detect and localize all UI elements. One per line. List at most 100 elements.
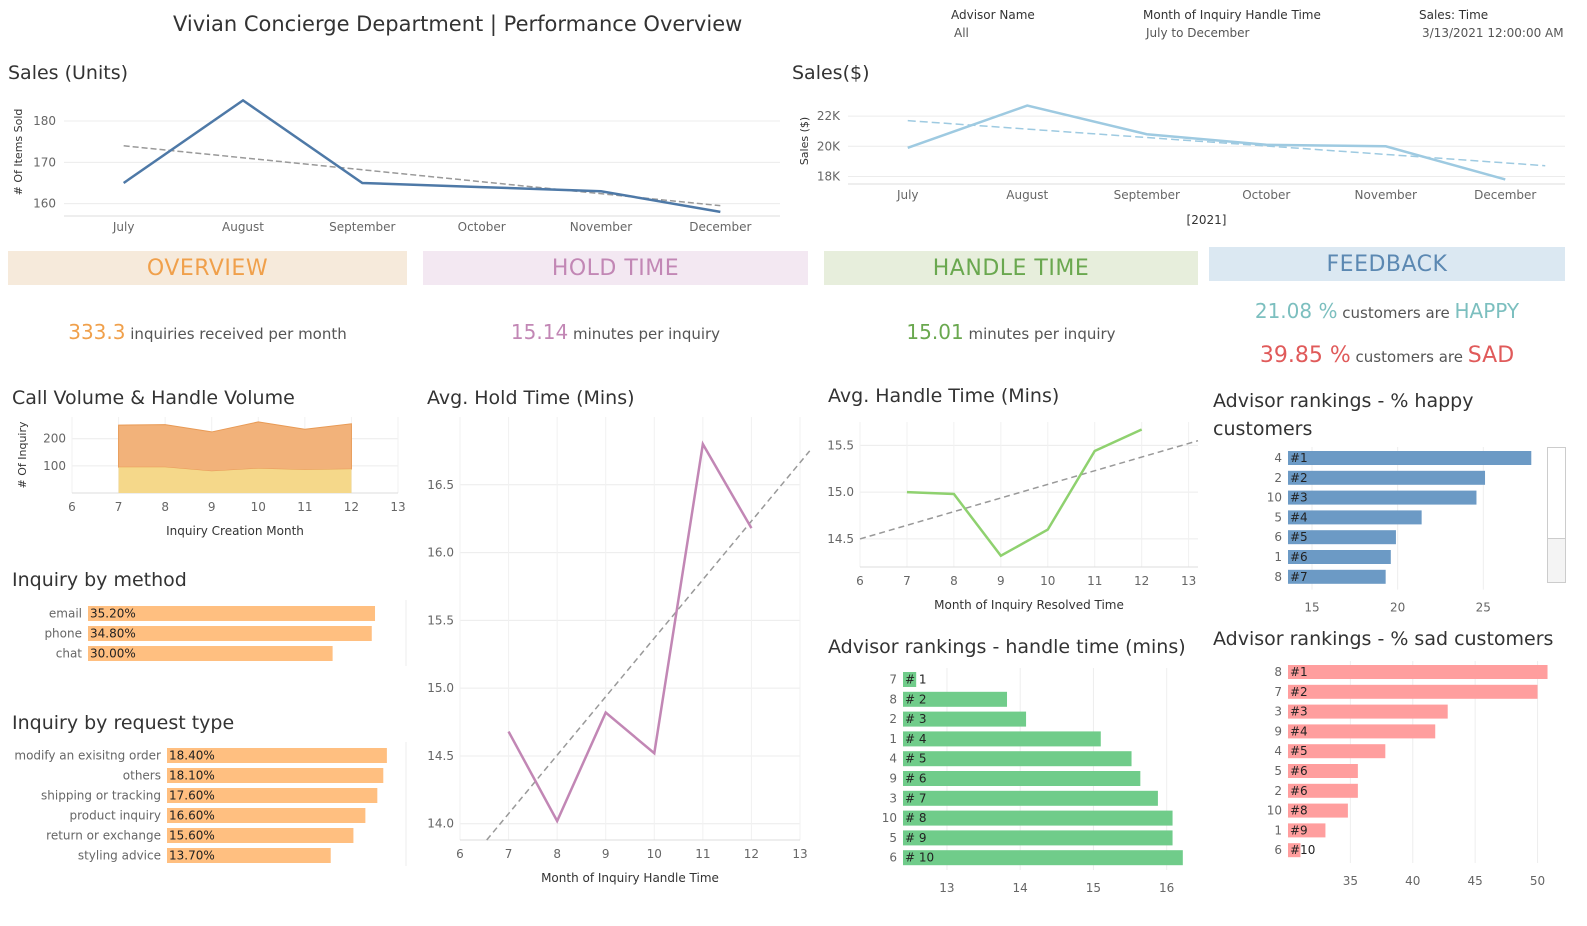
- x-tick-label: 13: [939, 881, 954, 895]
- hold-time-title: Avg. Hold Time (Mins): [427, 387, 635, 409]
- data-label: # 1: [905, 673, 927, 687]
- y-axis-label: # Of Inquiry: [16, 421, 29, 488]
- x-tick-label: 8: [161, 500, 169, 514]
- series-line: [507, 440, 753, 824]
- data-label: 30.00%: [90, 647, 136, 661]
- y-tick-label: 18K: [817, 169, 841, 183]
- y-tick-label: 14.5: [427, 749, 454, 763]
- x-axis-label: Month of Inquiry Resolved Time: [934, 598, 1124, 612]
- y-tick-label: 15.0: [827, 485, 854, 499]
- y-tick-label: 15.5: [427, 613, 454, 627]
- call-volume-chart: 100 200 6 7 8 9 10 11 12 13 Inquiry Creation Month…: [16, 417, 406, 538]
- x-tick-label: 11: [695, 847, 710, 861]
- x-tick-label: 9: [602, 847, 610, 861]
- data-label: #9: [1290, 823, 1308, 837]
- category-label: 6: [1274, 530, 1282, 544]
- data-label: #4: [1290, 724, 1308, 738]
- x-tick-label: 11: [297, 500, 312, 514]
- x-tick-label: November: [1355, 188, 1417, 202]
- bar: [903, 830, 1173, 846]
- area-series-lower: [118, 467, 352, 493]
- y-tick-label: 100: [43, 459, 66, 473]
- data-label: #8: [1290, 804, 1308, 818]
- x-tick-label: 12: [344, 500, 359, 514]
- data-label: #2: [1290, 685, 1308, 699]
- category-label: 3: [1274, 705, 1282, 719]
- x-tick-label: 10: [251, 500, 266, 514]
- happy-kpi-text: customers are: [1342, 304, 1450, 322]
- y-axis-label: # Of Items Sold: [12, 109, 25, 196]
- y-tick-label: 160: [33, 197, 56, 211]
- bar: [88, 626, 372, 641]
- y-axis-label: Sales ($): [798, 117, 811, 165]
- handle-kpi-text: minutes per inquiry: [968, 325, 1116, 343]
- data-label: #5: [1290, 530, 1308, 544]
- bar: [903, 731, 1101, 747]
- bar: [1288, 803, 1348, 818]
- filter-advisor-value[interactable]: All: [954, 26, 969, 40]
- x-axis-label: Month of Inquiry Handle Time: [541, 871, 719, 885]
- rank-happy-scroll-thumb[interactable]: [1548, 448, 1565, 539]
- data-label: #7: [1290, 570, 1308, 584]
- bar: [1288, 724, 1436, 739]
- x-axis-label: [2021]: [1187, 213, 1227, 227]
- data-label: #4: [1290, 510, 1308, 524]
- data-label: #2: [1290, 471, 1308, 485]
- bar: [167, 808, 366, 823]
- handle-time-chart: 14.5 15.0 15.5 6 7 8 9 10 11 12 13 Month of Inquiry…: [827, 422, 1199, 612]
- trend-line: [486, 450, 811, 841]
- x-tick-label: 13: [792, 847, 807, 861]
- bar: [903, 771, 1141, 786]
- x-tick-label: 45: [1468, 874, 1483, 888]
- sad-kpi-word: SAD: [1467, 343, 1515, 368]
- bar: [88, 606, 376, 621]
- data-label: #10: [1290, 843, 1315, 857]
- sales-dollars-title: Sales($): [792, 62, 870, 84]
- category-label: 1: [1274, 823, 1282, 837]
- filter-month-label: Month of Inquiry Handle Time: [1143, 8, 1321, 22]
- happy-kpi-word: HAPPY: [1454, 299, 1520, 323]
- x-tick-label: 9: [208, 500, 216, 514]
- data-label: 13.70%: [169, 849, 215, 863]
- hold-time-banner: HOLD TIME: [423, 251, 808, 285]
- rank-sad-title: Advisor rankings - % sad customers: [1213, 628, 1554, 650]
- data-label: #6: [1290, 784, 1308, 798]
- category-label: 5: [1274, 764, 1282, 778]
- data-label: 35.20%: [90, 607, 136, 621]
- rank-handle-chart: 13 14 15 16 7 # 1 8 # 2 2 # 3 1 # 4 4 # 5 9 # 6 3 # 7 10 # …: [882, 668, 1183, 895]
- y-tick-label: 16.5: [427, 478, 454, 492]
- x-tick-label: July: [896, 188, 919, 202]
- filter-month-value[interactable]: July to December: [1146, 26, 1250, 40]
- filter-sales-time-value[interactable]: 3/13/2021 12:00:00 AM ..: [1422, 26, 1567, 40]
- category-label: 8: [889, 692, 897, 706]
- category-label: 10: [1267, 804, 1282, 818]
- hold-kpi-value: 15.14: [510, 320, 569, 344]
- happy-kpi: 21.08 % customers are HAPPY: [1209, 299, 1565, 323]
- y-tick-label: 200: [43, 432, 66, 446]
- y-tick-label: 14.0: [427, 817, 454, 831]
- filter-sales-time-label: Sales: Time: [1419, 8, 1489, 22]
- x-tick-label: 9: [997, 574, 1005, 588]
- handle-kpi-value: 15.01: [906, 320, 964, 344]
- bar: [903, 711, 1027, 727]
- bar: [1288, 764, 1358, 778]
- category-label: 4: [1274, 451, 1282, 465]
- sales-units-chart: 160 170 180 July August September October Novem…: [12, 98, 780, 234]
- bar: [903, 751, 1132, 767]
- data-label: #5: [1290, 744, 1308, 758]
- bar: [1288, 490, 1477, 505]
- x-tick-label: 8: [553, 847, 561, 861]
- data-label: #1: [1290, 665, 1308, 679]
- category-label: 4: [889, 752, 897, 766]
- rank-happy-scrollbar[interactable]: [1547, 447, 1566, 583]
- trend-line: [859, 439, 1199, 540]
- sad-kpi: 39.85 % customers are SAD: [1209, 343, 1565, 368]
- hold-kpi-text: minutes per inquiry: [572, 325, 721, 343]
- happy-kpi-value: 21.08 %: [1254, 299, 1338, 323]
- hold-time-banner-label: HOLD TIME: [551, 255, 680, 281]
- inquiry-method-title: Inquiry by method: [12, 569, 187, 591]
- overview-banner: OVERVIEW: [8, 251, 407, 285]
- rank-sad-chart: 35 40 45 50 8 #1 7 #2 3 #3 9 #4 4 #5 5 #6 2 #6 10 #8 1 #9 6 #10: [1267, 661, 1548, 888]
- bar: [167, 848, 331, 863]
- x-tick-label: 13: [1181, 574, 1196, 588]
